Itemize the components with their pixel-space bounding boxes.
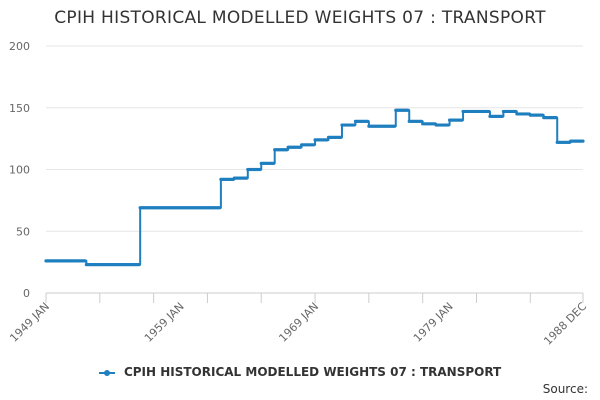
- data-point: [393, 124, 397, 128]
- source-label: Source:: [542, 382, 588, 396]
- data-point: [419, 119, 424, 123]
- data-point: [83, 259, 87, 263]
- y-tick-label: 200: [9, 40, 30, 53]
- data-point: [258, 167, 262, 172]
- series-path: [46, 109, 583, 266]
- x-tick-label: 1949 JAN: [7, 300, 52, 345]
- data-point: [245, 176, 249, 180]
- data-point: [541, 113, 545, 117]
- data-point: [312, 143, 316, 147]
- y-tick-label: 50: [16, 225, 30, 238]
- data-point: [352, 123, 356, 127]
- x-axis: 1949 JAN 1959 JAN 1969 JAN 1979 JAN 1988 DEC: [7, 292, 589, 348]
- y-tick-label: 0: [23, 287, 30, 300]
- legend[interactable]: CPIH HISTORICAL MODELLED WEIGHTS 07 : TR…: [0, 365, 600, 379]
- x-tick-label: 1969 JAN: [276, 300, 321, 345]
- x-tick-label: 1988 DEC: [541, 300, 589, 348]
- data-point: [218, 206, 222, 210]
- chart-title: CPIH HISTORICAL MODELLED WEIGHTS 07 : TR…: [54, 8, 546, 28]
- gridlines: [46, 45, 583, 232]
- x-tick-label: 1959 JAN: [142, 300, 187, 345]
- x-tick-label: 1979 JAN: [411, 300, 456, 345]
- data-point: [487, 109, 491, 114]
- data-point: [406, 108, 410, 112]
- data-point: [137, 262, 141, 267]
- legend-label: CPIH HISTORICAL MODELLED WEIGHTS 07 : TR…: [123, 365, 502, 379]
- data-point: [514, 109, 518, 114]
- data-point: [285, 148, 289, 152]
- y-axis-tick-labels: 0 50 100 150 200: [9, 40, 30, 300]
- data-point: [581, 139, 585, 143]
- y-tick-label: 150: [9, 102, 30, 115]
- data-point: [298, 145, 303, 149]
- data-point: [554, 116, 558, 120]
- data-point: [325, 138, 329, 142]
- data-point: [446, 123, 451, 127]
- data-point: [460, 118, 464, 122]
- legend-swatch: [98, 368, 115, 378]
- data-point: [500, 114, 504, 118]
- data-point: [339, 135, 343, 139]
- data-point: [366, 119, 370, 123]
- series-line: [44, 108, 585, 267]
- y-tick-label: 100: [9, 164, 30, 177]
- data-point: [271, 161, 276, 165]
